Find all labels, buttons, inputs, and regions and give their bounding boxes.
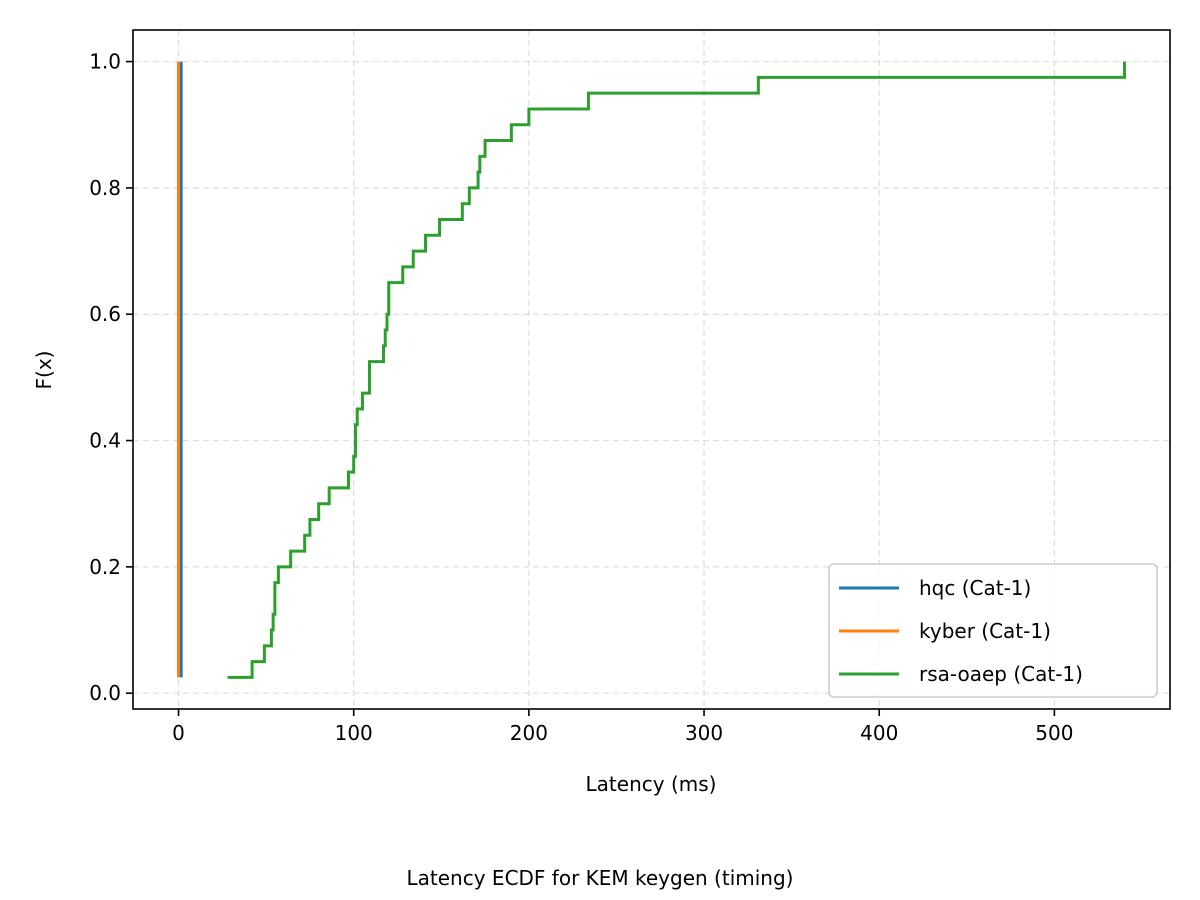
- x-axis-label: Latency (ms): [586, 772, 717, 796]
- plot-area-frame: [132, 29, 1171, 710]
- x-axis-ticks: 0 100 200 300 400 500: [172, 709, 1073, 745]
- x-tick-label-2: 200: [510, 721, 548, 745]
- y-tick-label-4: 0.8: [89, 176, 121, 200]
- legend-label-2: rsa-oaep (Cat-1): [919, 662, 1083, 686]
- x-tick-label-3: 300: [685, 721, 723, 745]
- y-tick-label-2: 0.4: [89, 429, 121, 453]
- y-tick-label-1: 0.2: [89, 555, 121, 579]
- series-line-2: [227, 61, 1126, 679]
- figure-caption: Latency ECDF for KEM keygen (timing): [406, 866, 794, 890]
- y-tick-label-0: 0.0: [89, 681, 121, 705]
- x-tick-label-0: 0: [172, 721, 185, 745]
- legend-label-0: hqc (Cat-1): [919, 576, 1031, 600]
- y-axis-label: F(x): [32, 351, 56, 390]
- legend-label-1: kyber (Cat-1): [919, 619, 1051, 643]
- x-tick-label-5: 500: [1035, 721, 1073, 745]
- x-tick-label-1: 100: [335, 721, 373, 745]
- y-axis-ticks: 0.0 0.2 0.4 0.6 0.8 1.0: [89, 50, 133, 705]
- y-tick-label-5: 1.0: [89, 50, 121, 74]
- legend-box: [828, 563, 1158, 698]
- series-lines: [177, 61, 1126, 679]
- y-tick-label-3: 0.6: [89, 302, 121, 326]
- legend: hqc (Cat-1) kyber (Cat-1) rsa-oaep (Cat-1): [828, 563, 1158, 698]
- x-tick-label-4: 400: [860, 721, 898, 745]
